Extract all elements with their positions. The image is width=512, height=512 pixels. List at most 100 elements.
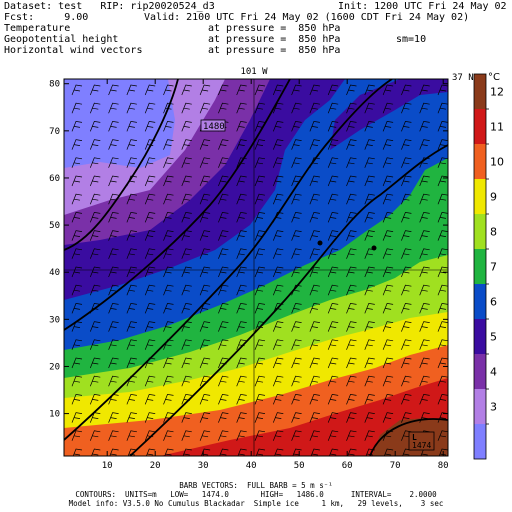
- wind-barb: [309, 375, 320, 387]
- wind-barb: [437, 212, 448, 223]
- wind-barb: [199, 193, 211, 205]
- wind-barb: [236, 412, 247, 423]
- wind-barb: [181, 357, 192, 369]
- wind-barb: [346, 84, 357, 96]
- wind-barb: [108, 248, 119, 259]
- wind-barb: [89, 212, 101, 223]
- wind-barb: [144, 375, 156, 387]
- wind-barb: [419, 121, 430, 132]
- wind-barb: [346, 102, 357, 114]
- wind-barb: [89, 121, 101, 132]
- temperature-band-6: [330, 79, 448, 150]
- colorbar-segment-5: [474, 354, 486, 389]
- height-label-1474: 1474: [412, 441, 431, 450]
- wind-barb: [126, 339, 137, 350]
- wind-barb: [126, 321, 137, 332]
- wind-barb: [272, 193, 284, 205]
- wind-barb: [236, 357, 247, 369]
- contour-info: CONTOURS: UNITS=m LOW= 1474.0 HIGH= 1486…: [75, 490, 437, 499]
- wind-barb: [236, 303, 247, 314]
- wind-barb: [144, 394, 156, 405]
- wind-barb: [401, 121, 412, 132]
- colorbar-segment-10: [474, 179, 486, 214]
- wind-barb: [309, 102, 320, 114]
- wind-barb: [291, 212, 302, 223]
- field-level-height: at pressure = 850 hPa: [208, 34, 341, 45]
- wind-barb: [382, 175, 394, 187]
- y-tick-label: 70: [49, 127, 60, 137]
- wind-barb: [236, 121, 247, 132]
- wind-barb: [401, 266, 412, 278]
- wind-barb: [181, 84, 192, 96]
- wind-barb: [364, 230, 375, 241]
- wind-barb: [181, 412, 192, 423]
- wind-barb: [236, 284, 247, 296]
- wind-barb: [401, 430, 412, 441]
- wind-barb: [327, 157, 339, 168]
- wind-barb: [364, 339, 375, 350]
- wind-barb: [163, 339, 174, 350]
- wind-barb: [327, 284, 339, 296]
- wind-barb: [327, 266, 339, 278]
- height-label-1480: 1480: [203, 122, 225, 132]
- colorbar-label: 6: [490, 296, 497, 309]
- wind-barb: [89, 248, 101, 259]
- wind-barb: [254, 303, 266, 314]
- wind-barb: [218, 412, 229, 423]
- wind-barb: [89, 284, 101, 296]
- colorbar-label: 5: [490, 331, 497, 344]
- wind-barb: [437, 375, 448, 387]
- wind-barb: [309, 412, 320, 423]
- wind-barb: [108, 321, 119, 332]
- wind-barb: [419, 102, 430, 114]
- parallel-label: 37 N: [452, 73, 474, 83]
- wind-barb: [382, 84, 394, 96]
- field-level-temperature: at pressure = 850 hPa: [208, 23, 341, 34]
- wind-barb: [309, 193, 320, 205]
- wind-barb: [236, 321, 247, 332]
- wind-barb: [382, 121, 394, 132]
- y-tick-label: 60: [49, 174, 60, 184]
- wind-barb: [181, 248, 192, 259]
- wind-barb: [419, 321, 430, 332]
- colorbar-segment-11: [474, 144, 486, 179]
- x-axis: 10 20 30 40 50 60 70 80: [102, 79, 449, 471]
- wind-barb: [254, 212, 266, 223]
- wind-barb: [346, 175, 357, 187]
- wind-barb: [163, 175, 174, 187]
- wind-barb: [199, 339, 211, 350]
- wind-barb: [89, 266, 101, 278]
- wind-barb: [89, 230, 101, 241]
- wind-barb: [309, 139, 320, 150]
- wind-barb: [309, 230, 320, 241]
- wind-barb: [346, 193, 357, 205]
- temperature-band-3: [64, 79, 175, 168]
- wind-barb: [327, 412, 339, 423]
- wind-barb: [364, 139, 375, 150]
- wind-barb: [144, 266, 156, 278]
- wind-barb: [382, 412, 394, 423]
- wind-barb: [346, 157, 357, 168]
- wind-barb: [401, 303, 412, 314]
- wind-barb: [71, 284, 83, 296]
- wind-barb: [144, 212, 156, 223]
- map-area: 1480 L 1474: [64, 79, 448, 456]
- wind-barb: [291, 303, 302, 314]
- wind-barb: [71, 230, 83, 241]
- height-contour: [64, 79, 393, 441]
- x-tick-label: 30: [198, 461, 209, 471]
- wind-barb: [327, 175, 339, 187]
- wind-barb: [309, 248, 320, 259]
- wind-barb: [291, 394, 302, 405]
- wind-barb: [71, 84, 83, 96]
- wind-barb: [437, 157, 448, 168]
- wind-barb: [163, 84, 174, 96]
- wind-barb: [236, 139, 247, 150]
- wind-barb: [126, 230, 137, 241]
- wind-barb: [181, 157, 192, 168]
- wind-barb: [437, 357, 448, 369]
- height-contour: [64, 79, 291, 331]
- wind-barb: [291, 375, 302, 387]
- wind-barb: [144, 121, 156, 132]
- wind-barb: [163, 284, 174, 296]
